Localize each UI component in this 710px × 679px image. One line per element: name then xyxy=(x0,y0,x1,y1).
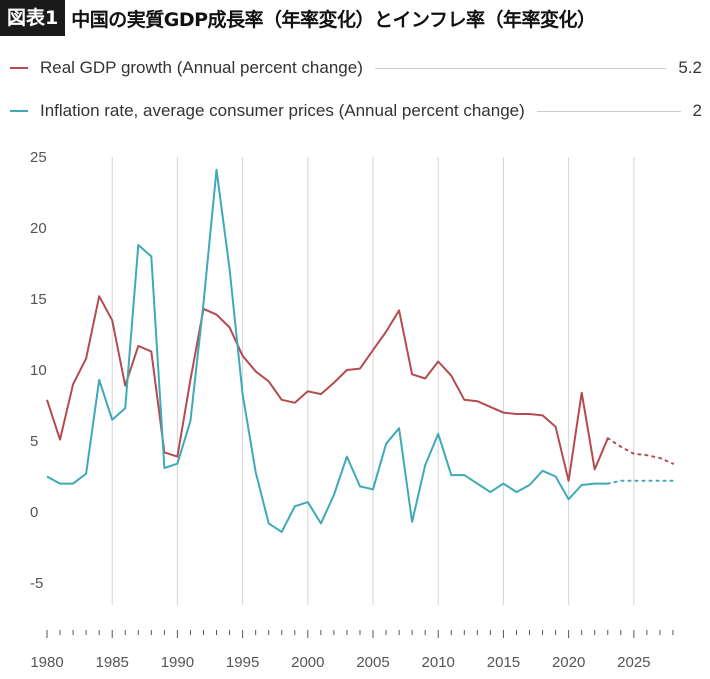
legend-item-gdp: Real GDP growth (Annual percent change) … xyxy=(10,53,702,83)
x-tick-label: 2015 xyxy=(487,654,520,671)
series-projection-gdp xyxy=(606,437,674,465)
legend-rule-gdp xyxy=(374,67,667,69)
x-tick-label: 1980 xyxy=(30,654,63,671)
x-tick-label: 1995 xyxy=(226,654,259,671)
figure-badge: 図表1 xyxy=(0,0,66,36)
y-tick-label: 15 xyxy=(30,291,47,308)
y-tick-label: 5 xyxy=(30,433,38,450)
chart-header: 図表1 中国の実質GDP成長率（年率変化）とインフレ率（年率変化） xyxy=(0,0,596,36)
legend-item-inflation: Inflation rate, average consumer prices … xyxy=(10,96,702,126)
y-tick-label: 0 xyxy=(30,504,38,521)
x-tick-label: 1985 xyxy=(96,654,129,671)
series-line-gdp xyxy=(46,295,609,482)
y-tick-label: 10 xyxy=(30,362,47,379)
x-tick-label: 1990 xyxy=(161,654,194,671)
y-tick-label: 25 xyxy=(30,149,47,166)
legend-value-gdp: 5.2 xyxy=(678,58,702,77)
x-tick-label: 2025 xyxy=(617,654,650,671)
x-tick-label: 2010 xyxy=(422,654,455,671)
legend-value-inflation: 2 xyxy=(692,101,702,120)
y-tick-label: -5 xyxy=(30,575,43,592)
series-projection-inflation xyxy=(606,479,674,485)
legend-swatch-inflation xyxy=(10,110,28,112)
y-tick-label: 20 xyxy=(30,220,47,237)
series-line-inflation xyxy=(46,168,608,533)
legend-swatch-gdp xyxy=(10,67,28,69)
legend-label-inflation: Inflation rate, average consumer prices … xyxy=(40,101,525,120)
legend-label-gdp: Real GDP growth (Annual percent change) xyxy=(40,58,363,77)
x-tick-label: 2005 xyxy=(356,654,389,671)
x-tick-label: 2000 xyxy=(291,654,324,671)
x-tick-label: 2020 xyxy=(552,654,585,671)
legend-rule-inflation xyxy=(536,110,681,112)
chart-title: 中国の実質GDP成長率（年率変化）とインフレ率（年率変化） xyxy=(71,8,596,31)
